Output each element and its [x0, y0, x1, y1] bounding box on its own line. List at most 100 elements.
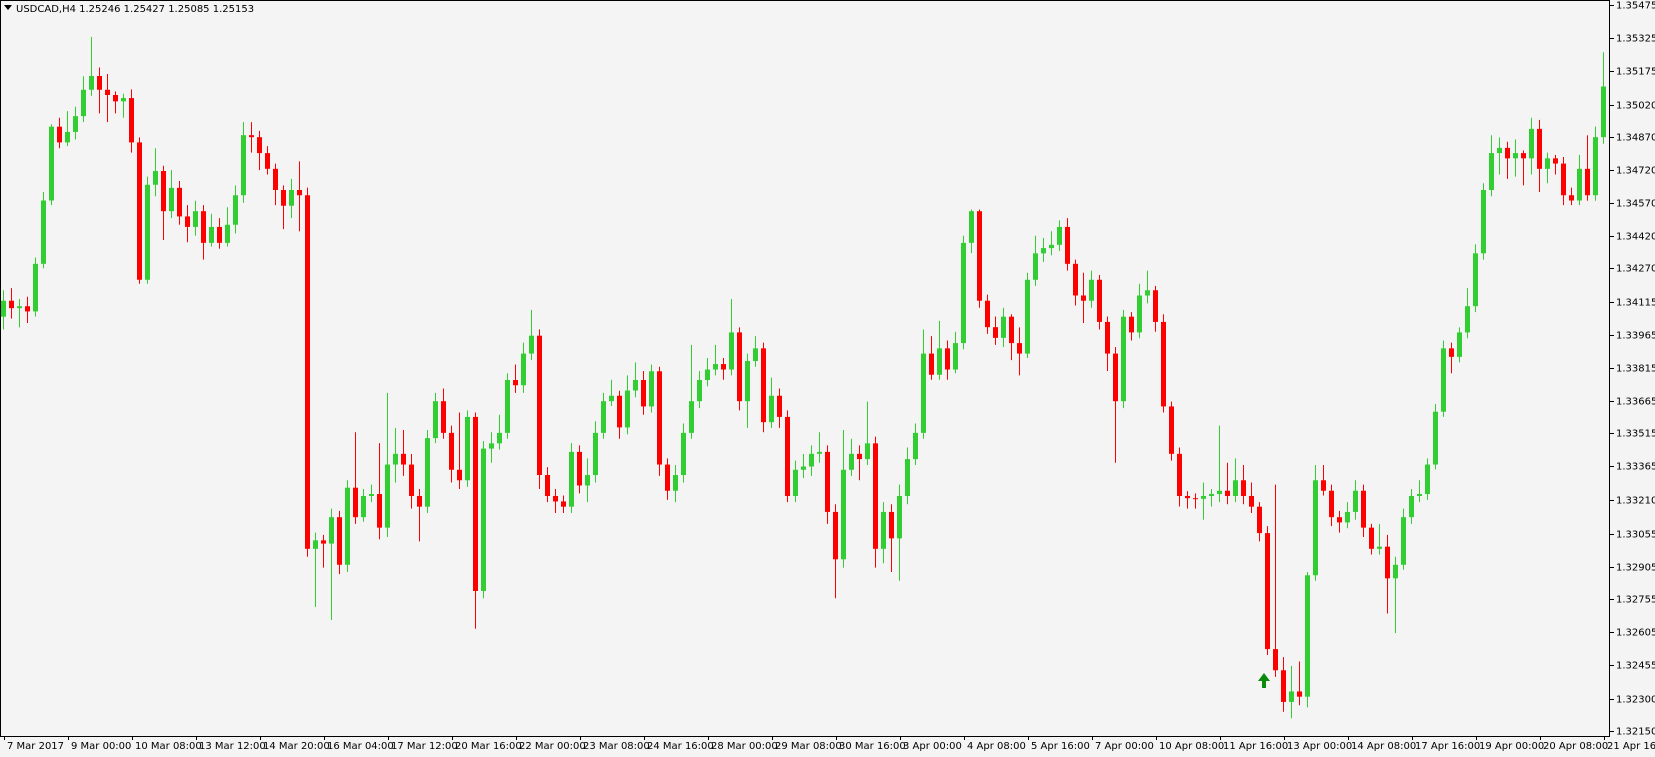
candle-body [353, 487, 358, 518]
candle-body [1401, 517, 1406, 565]
candle-body [577, 451, 582, 486]
candle-body [713, 364, 718, 370]
candle-body [473, 416, 478, 591]
candle-body [745, 361, 750, 402]
candle-body [849, 453, 854, 470]
x-tick-label: 23 Mar 08:00 [583, 741, 650, 752]
candle-body [153, 171, 158, 185]
candle-body [761, 348, 766, 423]
candle-body [481, 448, 486, 591]
candle-body [1441, 348, 1446, 412]
candle-body [129, 98, 134, 143]
candle-body [929, 353, 934, 375]
candle-body [361, 495, 366, 518]
y-tick-label: 1.32455 [1616, 661, 1655, 672]
candle-body [1281, 670, 1286, 702]
candle-body [409, 464, 414, 496]
candle-body [537, 335, 542, 476]
y-tick-label: 1.34115 [1616, 298, 1655, 309]
candle-body [1185, 495, 1190, 499]
candle-body [1457, 332, 1462, 357]
candle-body [1417, 494, 1422, 496]
candle-body [1209, 494, 1214, 496]
candle-body [1081, 295, 1086, 301]
candle-body [777, 395, 782, 417]
candle-body [945, 348, 950, 370]
candle-body [513, 380, 518, 386]
x-tick-label: 24 Mar 16:00 [647, 741, 714, 752]
candle-body [1233, 480, 1238, 496]
candle-body [649, 371, 654, 407]
x-tick-label: 13 Apr 00:00 [1287, 741, 1352, 752]
candle-body [1513, 153, 1518, 159]
candle-body [1361, 490, 1366, 528]
candle-body [89, 76, 94, 90]
x-tick-label: 5 Apr 16:00 [1031, 741, 1090, 752]
x-tick-label: 17 Apr 16:00 [1415, 741, 1480, 752]
candle-body [1345, 511, 1350, 523]
candle-body [25, 306, 30, 312]
y-tick-label: 1.35325 [1616, 34, 1655, 45]
candle-body [329, 517, 334, 544]
candle-body [545, 475, 550, 496]
candle-body [1577, 168, 1582, 201]
candle-body [521, 353, 526, 386]
x-tick-label: 17 Mar 12:00 [391, 741, 458, 752]
candle-body [785, 416, 790, 496]
candle-body [1601, 86, 1606, 138]
candle-body [289, 190, 294, 206]
candle-body [1249, 495, 1254, 507]
candle-body [1041, 248, 1046, 254]
candle-body [665, 464, 670, 491]
y-tick-label: 1.33210 [1616, 496, 1655, 507]
candle-body [313, 540, 318, 549]
candle-body [1433, 411, 1438, 465]
candle-body [1145, 290, 1150, 296]
candle-body [1009, 316, 1014, 344]
candle-body [161, 171, 166, 212]
candle-body [369, 494, 374, 496]
x-tick-label: 11 Apr 16:00 [1223, 741, 1288, 752]
candle-body [1529, 128, 1534, 159]
candle-body [1313, 480, 1318, 576]
candle-body [881, 511, 886, 549]
x-tick-label: 30 Mar 16:00 [839, 741, 906, 752]
candle-body [593, 432, 598, 476]
candle-body [145, 184, 150, 280]
candle-body [1329, 490, 1334, 518]
candle-body [1369, 527, 1374, 549]
x-tick-label: 3 Apr 00:00 [903, 741, 962, 752]
candle-body [1521, 153, 1526, 159]
candle-body [1129, 316, 1134, 333]
candle-body [121, 98, 126, 102]
candle-body [1025, 279, 1030, 354]
candle-body [585, 475, 590, 486]
x-tick-label: 14 Apr 08:00 [1351, 741, 1416, 752]
candle-body [1553, 158, 1558, 164]
candle-body [1193, 498, 1198, 500]
candle-body [769, 395, 774, 423]
candle-body [393, 453, 398, 465]
candle-body [729, 332, 734, 370]
candle-body [673, 475, 678, 491]
x-tick-label: 10 Mar 08:00 [135, 741, 202, 752]
candle-body [825, 451, 830, 512]
y-tick-label: 1.33365 [1616, 462, 1655, 473]
y-tick-label: 1.33665 [1616, 397, 1655, 408]
candle-body [65, 131, 70, 143]
candle-body [1097, 279, 1102, 322]
candle-body [233, 195, 238, 225]
candle-body [1201, 495, 1206, 499]
candle-body [433, 401, 438, 439]
candle-body [721, 364, 726, 370]
candle-body [1537, 128, 1542, 169]
candle-body [617, 395, 622, 428]
y-tick-label: 1.34720 [1616, 166, 1655, 177]
candle-body [905, 459, 910, 496]
candle-body [177, 187, 182, 217]
y-tick-label: 1.34420 [1616, 232, 1655, 243]
x-tick-label: 14 Mar 20:00 [263, 741, 330, 752]
candle-body [81, 89, 86, 117]
menu-triangle[interactable] [4, 5, 12, 10]
